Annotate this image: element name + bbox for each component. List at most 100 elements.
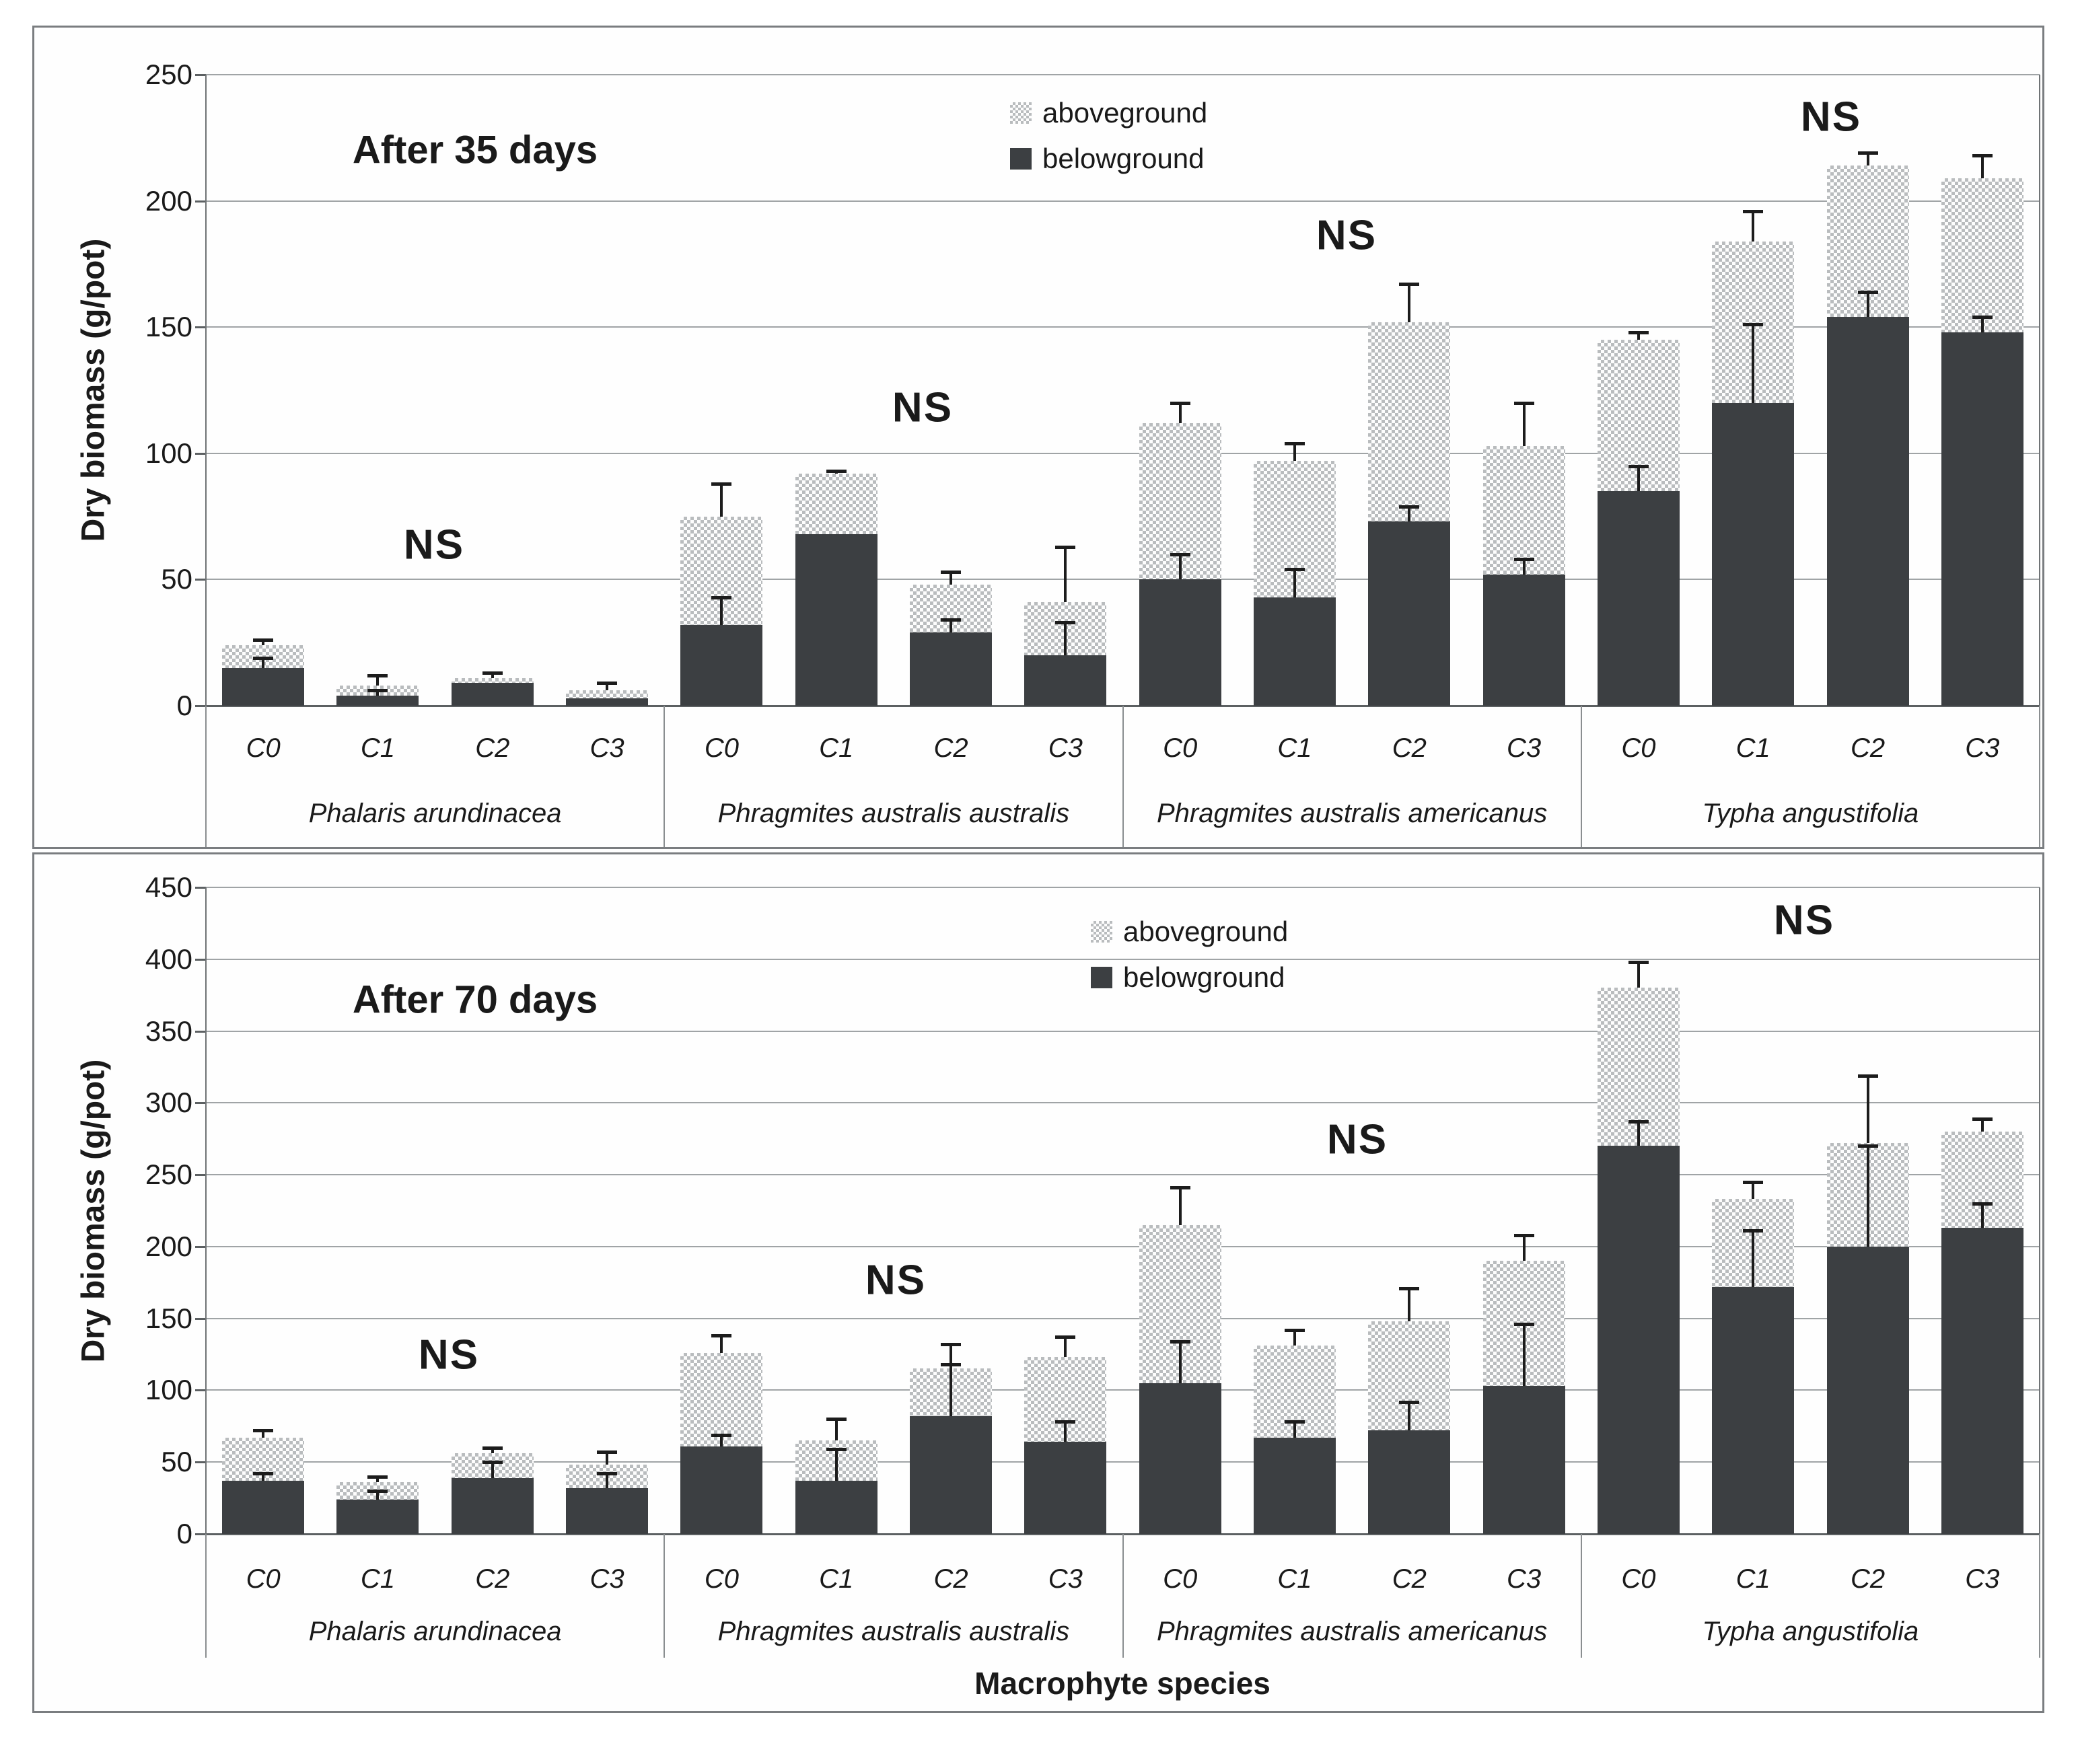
- bar-segment-belowground: [1253, 597, 1336, 706]
- error-bar-total-cap: [1170, 401, 1190, 405]
- condition-label: C2: [1392, 733, 1427, 763]
- y-axis-line: [205, 75, 207, 706]
- condition-label: C1: [819, 733, 854, 763]
- bar-segment-belowground: [1941, 1228, 2023, 1534]
- species-label: Typha angustifolia: [1702, 799, 1919, 828]
- y-tick-mark: [195, 1174, 206, 1177]
- error-bar-belowground: [1980, 1203, 1984, 1228]
- error-bar-belowground-cap: [1513, 558, 1534, 562]
- bar-segment-belowground: [566, 1487, 649, 1534]
- plot-area-after-35-days: 0 50 100 150 200 250 Phalaris arundinacea NS C0 C…: [34, 28, 2042, 847]
- y-tick-mark: [195, 1245, 206, 1248]
- error-bar-total: [1408, 284, 1411, 322]
- gridline: [206, 1317, 2040, 1319]
- condition-label: C3: [1507, 1564, 1542, 1594]
- error-bar-total-cap: [1399, 283, 1420, 287]
- error-bar-belowground-cap: [1399, 1400, 1420, 1404]
- error-bar-total: [834, 1419, 838, 1441]
- error-bar-belowground: [1293, 569, 1296, 597]
- bar-segment-belowground: [1368, 1430, 1451, 1534]
- belowground-swatch-icon: [1010, 148, 1032, 170]
- ns-annotation: NS: [1316, 212, 1377, 259]
- error-bar-total-cap: [1513, 401, 1534, 405]
- error-bar-belowground-cap: [711, 1433, 732, 1437]
- bar-segment-belowground: [1826, 1246, 1909, 1534]
- bar-segment-aboveground: [1941, 178, 2023, 332]
- error-bar-total: [720, 1335, 723, 1353]
- condition-label: C0: [704, 733, 739, 763]
- error-bar-belowground-cap: [1628, 1120, 1649, 1124]
- gridline: [206, 452, 2040, 454]
- error-bar-belowground-cap: [1972, 316, 1993, 320]
- group-separator: [205, 706, 207, 847]
- error-bar-total: [1980, 1118, 1984, 1132]
- gridline: [206, 200, 2040, 202]
- plot-right-border: [2039, 887, 2040, 1534]
- gridline: [206, 1461, 2040, 1463]
- error-bar-belowground-cap: [597, 1472, 618, 1476]
- y-tick-label: 400: [145, 943, 192, 975]
- y-tick-mark: [195, 200, 206, 203]
- error-bar-total-cap: [941, 1343, 962, 1347]
- error-bar-belowground: [1752, 1230, 1755, 1287]
- bar-segment-aboveground: [795, 473, 877, 534]
- error-bar-belowground: [262, 657, 265, 668]
- error-bar-belowground: [1408, 506, 1411, 522]
- y-tick-label: 0: [176, 1518, 192, 1549]
- error-bar-total: [1293, 1329, 1296, 1346]
- plot-area-after-70-days: 0 50 100 150 200 250 300 350 400 450 Phalaris arun…: [34, 854, 2042, 1711]
- error-bar-total-cap: [1284, 1328, 1305, 1332]
- gridline: [206, 1174, 2040, 1176]
- bar-segment-aboveground: [1139, 1224, 1221, 1383]
- error-bar-belowground-cap: [826, 1448, 847, 1451]
- ns-annotation: NS: [865, 1257, 927, 1304]
- belowground-swatch-icon: [1091, 967, 1112, 988]
- condition-label: C3: [1507, 733, 1542, 763]
- bar-segment-belowground: [1139, 1383, 1221, 1534]
- gridline: [206, 1389, 2040, 1391]
- error-bar-belowground: [720, 1434, 723, 1446]
- y-tick-label: 50: [161, 1446, 192, 1478]
- error-bar-total-cap: [826, 470, 847, 474]
- group-separator: [205, 1534, 207, 1658]
- error-bar-total: [1178, 402, 1182, 423]
- error-bar-total-cap: [1628, 961, 1649, 965]
- bar-segment-aboveground: [566, 690, 649, 698]
- error-bar-belowground: [1866, 291, 1869, 318]
- bar-segment-belowground: [1482, 574, 1565, 706]
- y-tick-label: 50: [161, 563, 192, 595]
- error-bar-belowground-cap: [1399, 505, 1420, 509]
- bar-segment-aboveground: [451, 677, 534, 684]
- error-bar-belowground: [606, 1473, 609, 1488]
- bar-segment-belowground: [222, 667, 305, 706]
- error-bar-belowground: [1637, 1122, 1640, 1146]
- condition-label: C0: [1163, 1564, 1198, 1594]
- error-bar-total: [1522, 1235, 1526, 1261]
- y-tick-label: 250: [145, 59, 192, 90]
- error-bar-belowground: [1752, 324, 1755, 403]
- species-label: Phalaris arundinacea: [308, 799, 562, 828]
- species-label: Phalaris arundinacea: [308, 1617, 562, 1646]
- bar-segment-aboveground: [1253, 461, 1336, 597]
- condition-label: C1: [819, 1564, 854, 1594]
- error-bar-total: [1178, 1187, 1182, 1225]
- chart-title: After 70 days: [352, 978, 598, 1022]
- condition-label: C3: [1048, 1564, 1083, 1594]
- bar-segment-belowground: [1368, 521, 1451, 706]
- error-bar-belowground-cap: [253, 1472, 274, 1476]
- error-bar-total: [1866, 153, 1869, 166]
- error-bar-belowground: [720, 597, 723, 625]
- y-tick-label: 350: [145, 1015, 192, 1047]
- error-bar-total-cap: [1399, 1286, 1420, 1290]
- error-bar-total: [1522, 402, 1526, 446]
- y-tick-mark: [195, 1533, 206, 1535]
- y-tick-label: 100: [145, 1374, 192, 1406]
- bar-segment-belowground: [1597, 491, 1680, 706]
- group-separator: [2039, 1534, 2040, 1658]
- bar-segment-belowground: [1253, 1437, 1336, 1534]
- y-tick-mark: [195, 1461, 206, 1464]
- error-bar-belowground-cap: [1972, 1202, 1993, 1206]
- bar-segment-belowground: [795, 534, 877, 706]
- group-separator: [664, 706, 666, 847]
- group-separator: [1122, 1534, 1124, 1658]
